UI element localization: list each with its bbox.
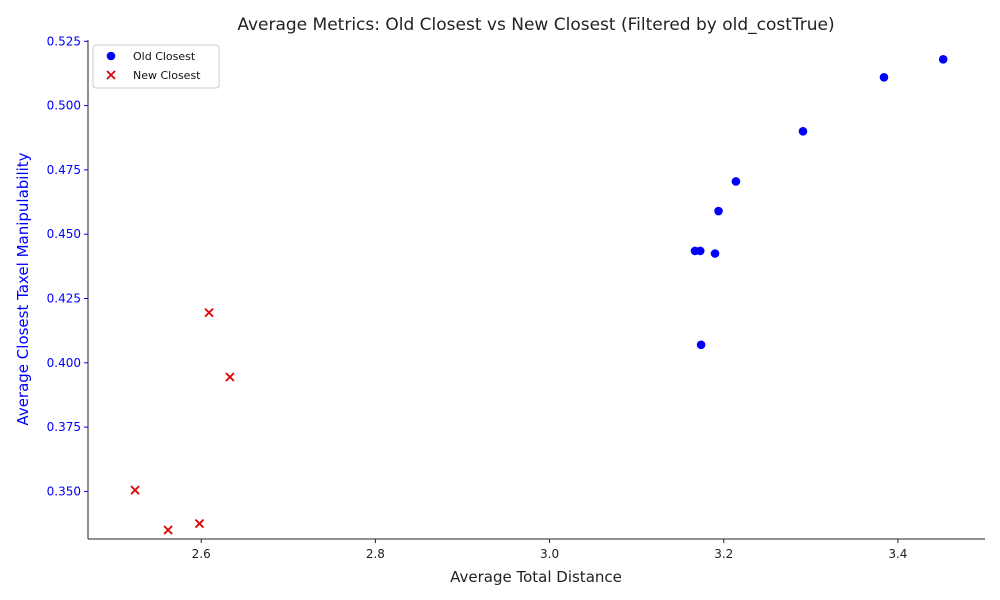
y-tick-label: 0.500 xyxy=(47,99,81,113)
new-closest-point xyxy=(204,308,214,318)
y-tick-label: 0.450 xyxy=(47,227,81,241)
plot-area: 2.6 2.8 3.0 3.2 3.4 0.350 0.375 0.400 0.425 0.45… xyxy=(47,34,985,561)
x-axis-label: Average Total Distance xyxy=(450,568,622,586)
new-closest-point xyxy=(194,518,205,529)
data-points xyxy=(130,54,948,535)
y-tick-label: 0.400 xyxy=(47,356,81,370)
new-closest-point xyxy=(163,525,173,535)
y-tick-label: 0.375 xyxy=(47,420,81,434)
legend-label: Old Closest xyxy=(133,50,196,63)
old-closest-point xyxy=(714,206,723,216)
old-closest-point xyxy=(695,246,705,256)
old-closest-point xyxy=(879,72,889,82)
legend-old-closest-marker xyxy=(106,51,116,61)
x-axis-ticks: 2.6 2.8 3.0 3.2 3.4 xyxy=(192,539,907,561)
old-closest-point xyxy=(731,177,741,186)
y-tick-label: 0.525 xyxy=(47,34,81,48)
chart-title: Average Metrics: Old Closest vs New Clos… xyxy=(237,15,834,35)
legend-frame xyxy=(92,44,220,89)
old-closest-point xyxy=(696,340,706,350)
x-tick-label: 3.4 xyxy=(888,547,907,561)
legend-new-closest-marker xyxy=(106,70,116,80)
old-closest-point xyxy=(938,54,948,64)
x-tick-label: 2.8 xyxy=(366,547,385,561)
x-tick-label: 3.2 xyxy=(714,547,733,561)
legend-label: New Closest xyxy=(133,69,201,82)
y-tick-label: 0.425 xyxy=(47,292,81,306)
y-tick-label: 0.350 xyxy=(47,484,81,498)
old-closest-point xyxy=(710,249,720,258)
x-tick-label: 2.6 xyxy=(192,547,211,561)
new-closest-point xyxy=(130,485,140,495)
y-axis-label: Average Closest Taxel Manipulability xyxy=(14,152,32,425)
y-axis-ticks: 0.350 0.375 0.400 0.425 0.450 0.475 0.500 0.525 xyxy=(47,34,88,498)
legend: Old Closest New Closest xyxy=(92,44,220,89)
y-tick-label: 0.475 xyxy=(47,163,81,177)
x-tick-label: 3.0 xyxy=(540,547,559,561)
old-closest-point xyxy=(798,127,808,136)
new-closest-point xyxy=(225,372,235,382)
